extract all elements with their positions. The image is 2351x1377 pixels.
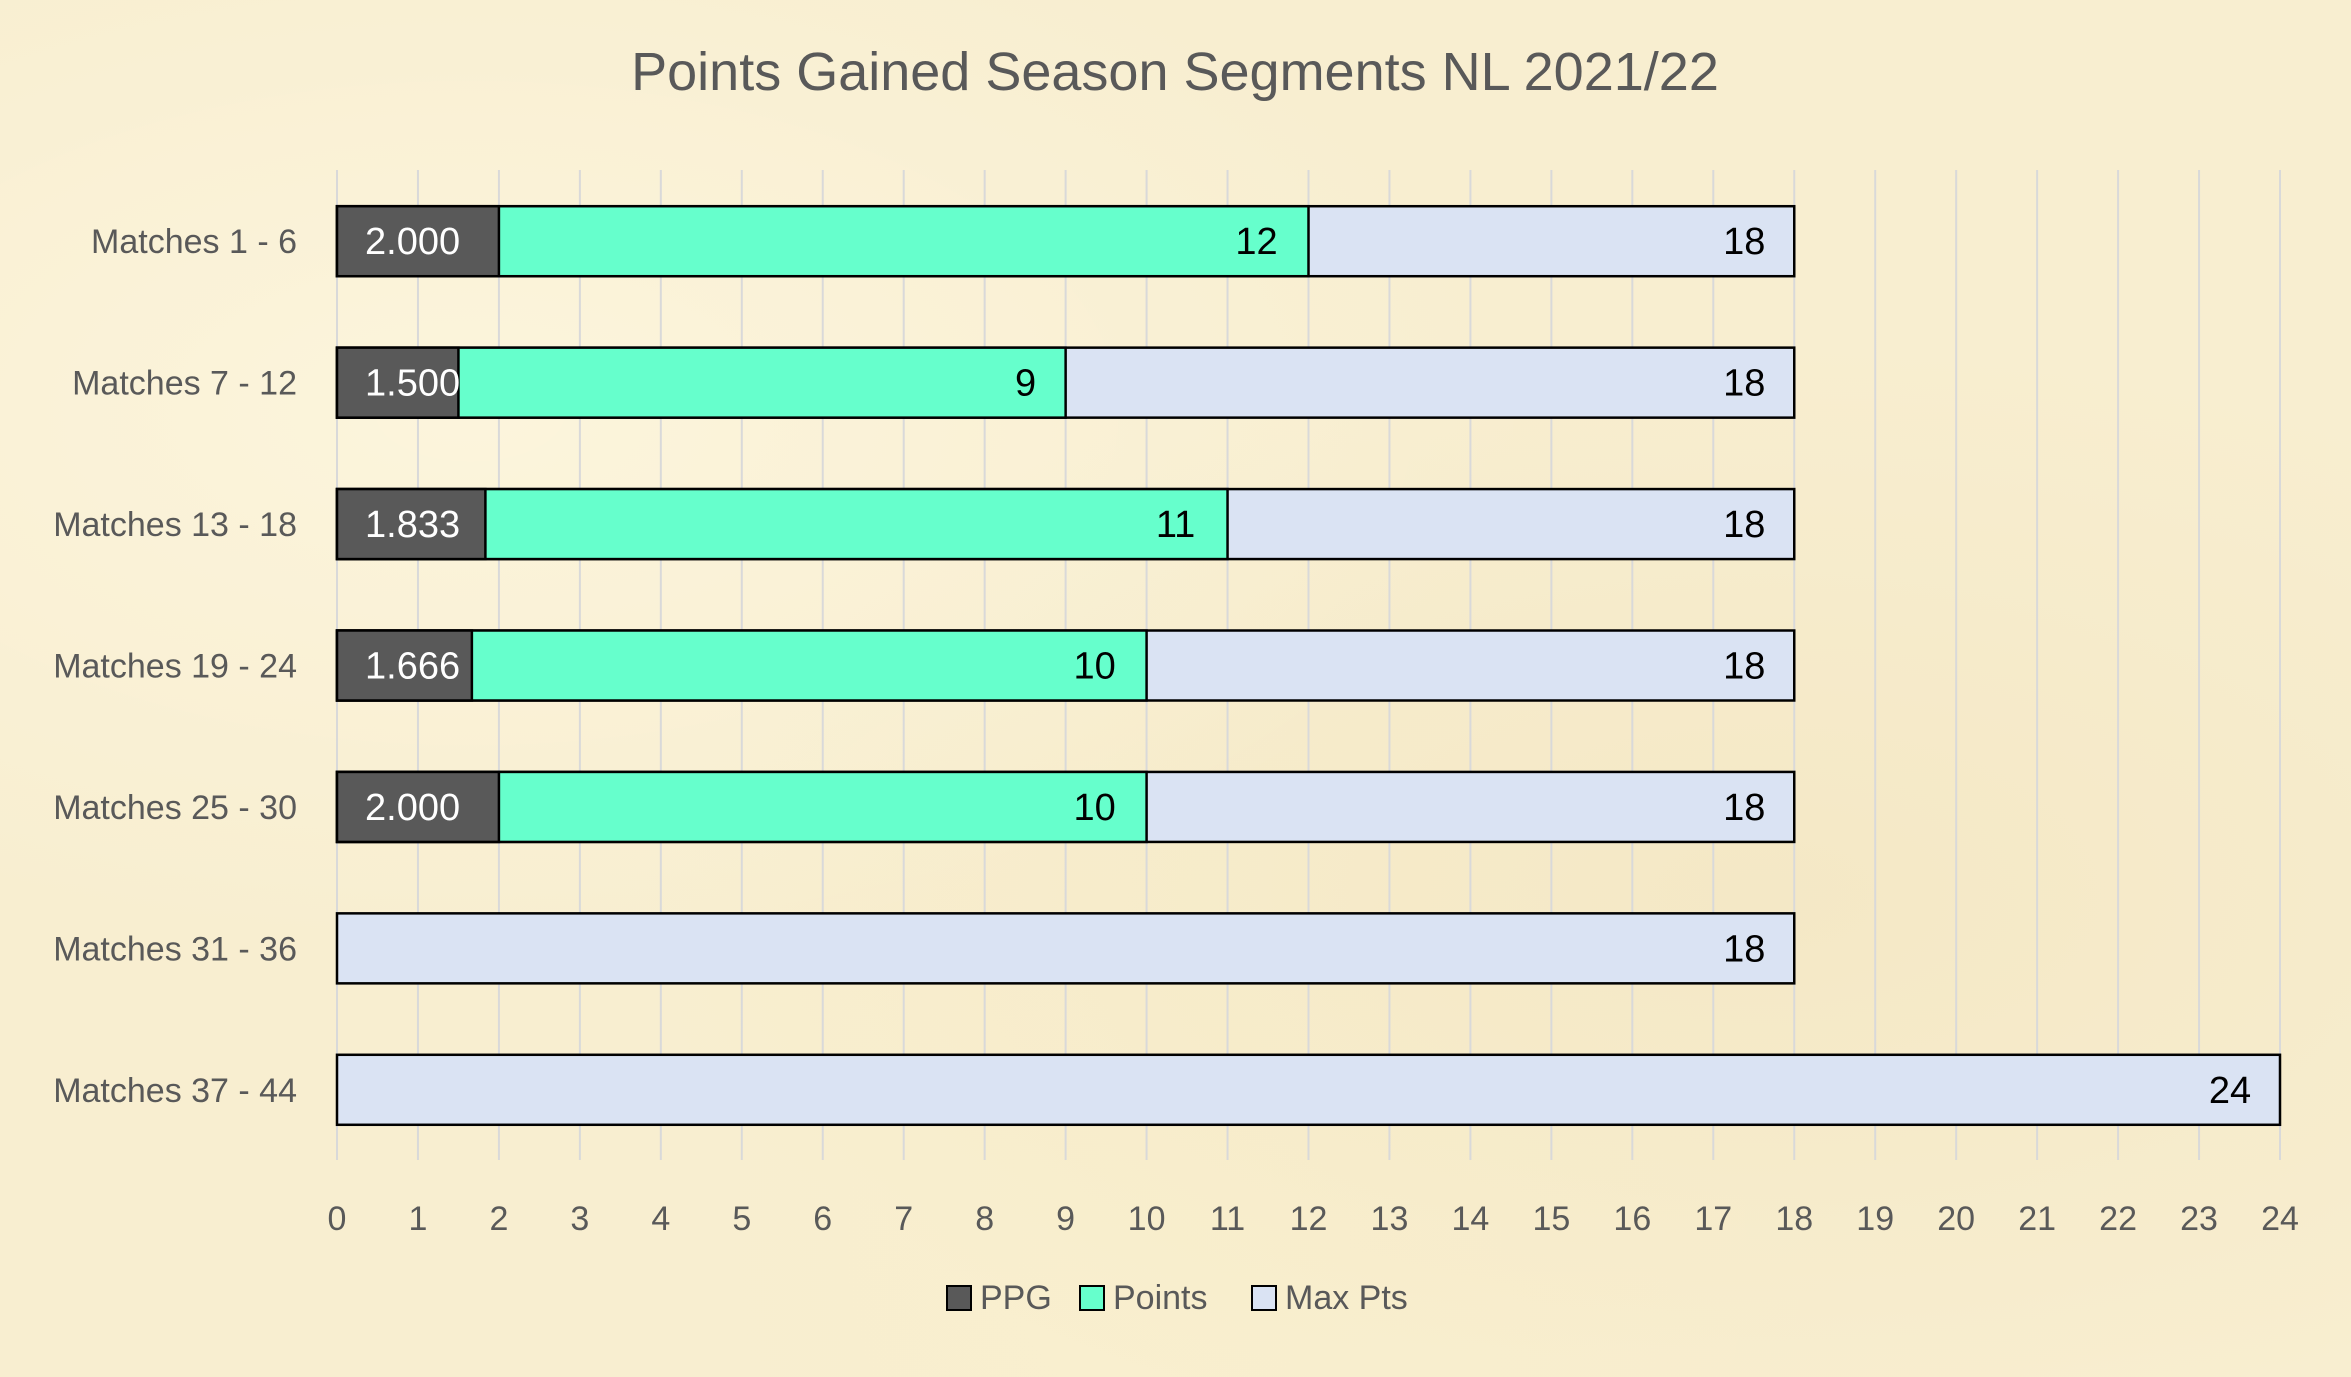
category-label: Matches 19 - 24	[53, 648, 297, 686]
legend-label: Points	[1113, 1279, 1208, 1317]
category-label: Matches 7 - 12	[72, 365, 297, 403]
bar-max-pts	[335, 1053, 2282, 1127]
legend-swatch	[1079, 1285, 1105, 1311]
x-tick-label: 1	[408, 1200, 427, 1238]
category-axis: Matches 1 - 6 Matches 7 - 12 Matches 13 - …	[53, 223, 297, 1110]
category-label: Matches 25 - 30	[53, 789, 297, 827]
data-label-ppg: 1.500	[365, 363, 460, 405]
x-tick-label: 0	[328, 1200, 347, 1238]
legend-swatch	[1251, 1285, 1277, 1311]
x-tick-label: 10	[1128, 1200, 1166, 1238]
data-label-ppg: 1.666	[365, 646, 460, 688]
x-tick-label: 15	[1532, 1200, 1570, 1238]
x-tick-label: 16	[1613, 1200, 1651, 1238]
x-tick-label: 9	[1056, 1200, 1075, 1238]
value-axis: 0 1 2 3 4 5 6 7 8 9 10 11 12 13 14 15 16 17 18 19 20 21 22 23 24	[328, 1200, 2299, 1238]
x-tick-label: 6	[813, 1200, 832, 1238]
x-tick-label: 14	[1452, 1200, 1490, 1238]
data-labels: 2.000 1.500 1.833 1.666 2.000 12 9 11 10 10 18 18 18…	[365, 221, 2251, 1112]
bars	[335, 204, 2282, 1127]
category-label: Matches 13 - 18	[53, 506, 297, 544]
x-tick-label: 22	[2099, 1200, 2137, 1238]
legend: PPG Points Max Pts	[946, 1279, 1408, 1317]
x-tick-label: 19	[1856, 1200, 1894, 1238]
data-label-max-pts: 18	[1723, 221, 1765, 263]
data-label-points: 10	[1073, 787, 1115, 829]
data-label-points: 11	[1156, 504, 1195, 546]
data-label-points: 9	[1015, 363, 1036, 405]
bar-ppg	[335, 204, 501, 278]
x-tick-label: 24	[2261, 1200, 2299, 1238]
x-tick-label: 17	[1694, 1200, 1732, 1238]
data-label-max-pts: 24	[2209, 1070, 2251, 1112]
chart-title: Points Gained Season Segments NL 2021/22	[631, 42, 1719, 102]
bar-ppg	[335, 629, 474, 702]
bar-ppg	[335, 487, 487, 561]
x-tick-label: 23	[2180, 1200, 2218, 1238]
x-tick-label: 7	[894, 1200, 913, 1238]
x-tick-label: 20	[1937, 1200, 1975, 1238]
category-label: Matches 37 - 44	[53, 1072, 297, 1110]
x-tick-label: 21	[2018, 1200, 2056, 1238]
bar-ppg	[335, 346, 460, 419]
legend-label: Max Pts	[1285, 1279, 1408, 1317]
data-label-points: 12	[1235, 221, 1277, 263]
legend-swatch	[946, 1285, 972, 1311]
data-label-max-pts: 18	[1723, 646, 1765, 688]
x-tick-label: 4	[651, 1200, 670, 1238]
data-label-max-pts: 18	[1723, 928, 1765, 970]
category-label: Matches 31 - 36	[53, 930, 297, 968]
data-label-max-pts: 18	[1723, 504, 1765, 546]
x-tick-label: 18	[1775, 1200, 1813, 1238]
data-label-ppg: 1.833	[365, 504, 460, 546]
data-label-max-pts: 18	[1723, 363, 1765, 405]
x-tick-label: 12	[1290, 1200, 1328, 1238]
category-label: Matches 1 - 6	[91, 223, 297, 261]
x-tick-label: 5	[732, 1200, 751, 1238]
x-tick-label: 13	[1371, 1200, 1409, 1238]
x-tick-label: 11	[1210, 1200, 1245, 1238]
x-tick-label: 3	[570, 1200, 589, 1238]
legend-label: PPG	[980, 1279, 1052, 1317]
data-label-ppg: 2.000	[365, 221, 460, 263]
bar-max-pts	[335, 912, 1796, 985]
data-label-max-pts: 18	[1723, 787, 1765, 829]
x-tick-label: 2	[489, 1200, 508, 1238]
x-tick-label: 8	[975, 1200, 994, 1238]
data-label-ppg: 2.000	[365, 787, 460, 829]
bar-ppg	[335, 770, 501, 844]
data-label-points: 10	[1073, 646, 1115, 688]
